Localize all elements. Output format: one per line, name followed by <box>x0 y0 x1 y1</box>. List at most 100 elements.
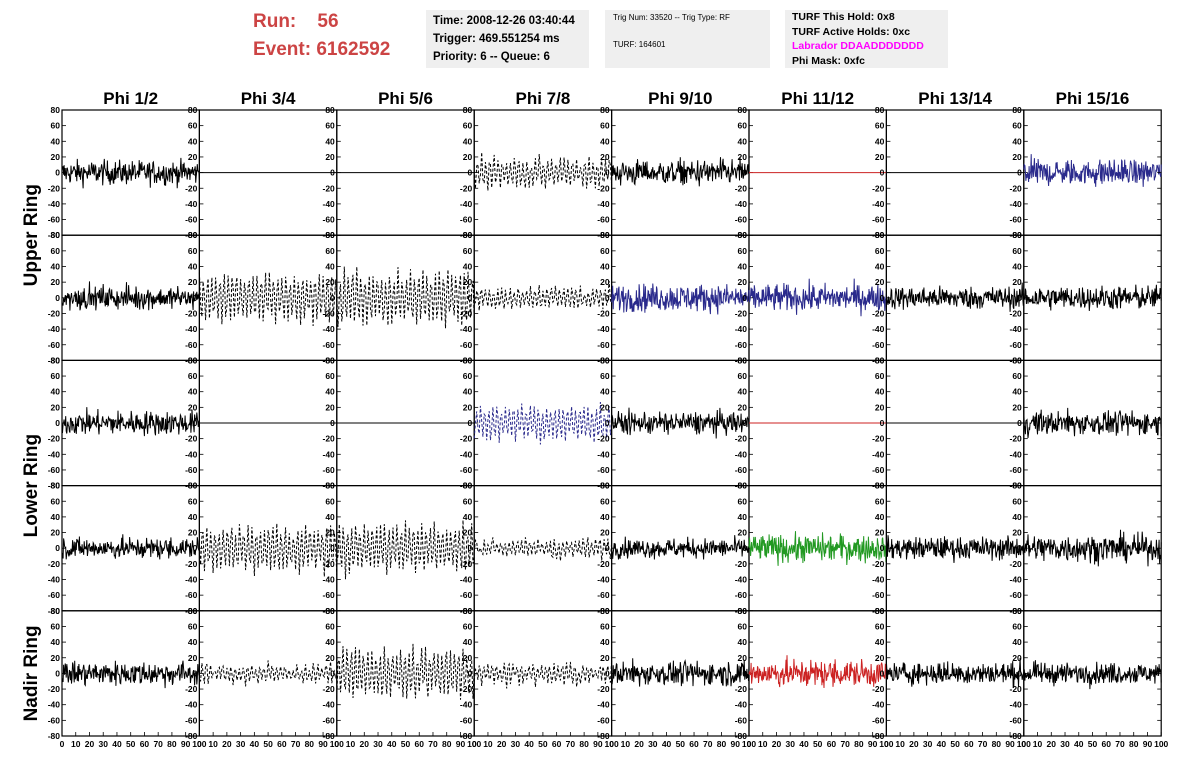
y-tick-label: -60 <box>1010 340 1023 350</box>
y-tick-label: -40 <box>1010 575 1023 585</box>
y-tick-label: 60 <box>325 496 335 506</box>
y-tick-label: 0 <box>880 168 885 178</box>
y-tick-label: 0 <box>605 418 610 428</box>
waveform-trace <box>473 661 613 689</box>
waveform-trace <box>748 278 887 317</box>
run-line: Run: 56 <box>253 8 390 36</box>
y-tick-label: 20 <box>463 653 473 663</box>
y-tick-label: 40 <box>875 136 885 146</box>
y-tick-label: -60 <box>735 215 748 225</box>
y-tick-label: 80 <box>875 481 885 491</box>
y-tick-label: -60 <box>460 715 473 725</box>
y-tick-label: 20 <box>1012 528 1022 538</box>
y-tick-label: 40 <box>463 262 473 272</box>
y-tick-label: 80 <box>188 606 198 616</box>
x-tick-label: 30 <box>373 739 383 749</box>
x-tick-label: 30 <box>648 739 658 749</box>
y-tick-label: 60 <box>51 246 61 256</box>
y-tick-label: 0 <box>605 668 610 678</box>
x-tick-label: 30 <box>98 739 108 749</box>
waveform-trace <box>1023 660 1162 690</box>
y-tick-label: -60 <box>872 715 885 725</box>
waveform-trace <box>198 660 338 687</box>
y-tick-label: -60 <box>735 590 748 600</box>
x-tick-label: 0 <box>747 739 752 749</box>
y-tick-label: 80 <box>600 606 610 616</box>
y-tick-label: 60 <box>1012 621 1022 631</box>
y-tick-label: -40 <box>597 324 610 334</box>
y-tick-label: 80 <box>463 105 473 115</box>
y-tick-label: -60 <box>597 340 610 350</box>
y-tick-label: 40 <box>463 387 473 397</box>
y-tick-label: -60 <box>460 590 473 600</box>
waveform-trace <box>1023 529 1162 567</box>
y-tick-label: 60 <box>1012 121 1022 131</box>
y-tick-label: -60 <box>735 715 748 725</box>
x-tick-label: 10 <box>346 739 356 749</box>
y-tick-label: -40 <box>185 324 198 334</box>
waveform-trace <box>473 152 613 191</box>
y-tick-label: -60 <box>48 215 61 225</box>
waveform-trace <box>336 520 475 580</box>
run-label: Run: <box>253 11 297 32</box>
y-tick-label: -20 <box>1010 183 1023 193</box>
column-title: Phi 3/4 <box>241 89 296 108</box>
x-tick-label: 0 <box>1021 739 1026 749</box>
y-tick-label: 0 <box>1017 293 1022 303</box>
y-tick-label: 60 <box>1012 371 1022 381</box>
y-tick-label: -20 <box>872 559 885 569</box>
y-tick-label: -20 <box>1010 434 1023 444</box>
waveform-trace <box>885 282 1025 312</box>
y-tick-label: 20 <box>1012 277 1022 287</box>
x-tick-label: 100 <box>330 739 344 749</box>
x-tick-label: 70 <box>153 739 163 749</box>
y-tick-label: -20 <box>597 308 610 318</box>
x-tick-label: 70 <box>978 739 988 749</box>
turf-info-box: TURF This Hold: 0x8 TURF Active Holds: 0… <box>785 10 948 68</box>
y-tick-label: -80 <box>872 731 885 741</box>
y-tick-label: -40 <box>48 449 61 459</box>
y-tick-label: 60 <box>463 621 473 631</box>
y-tick-label: -20 <box>48 183 61 193</box>
y-tick-label: 0 <box>880 293 885 303</box>
column-title: Phi 1/2 <box>103 89 158 108</box>
turf-this-hold-text: TURF This Hold: 0x8 <box>792 11 895 23</box>
y-tick-label: -20 <box>735 684 748 694</box>
x-tick-label: 50 <box>950 739 960 749</box>
x-tick-label: 70 <box>703 739 713 749</box>
x-tick-label: 50 <box>1088 739 1098 749</box>
y-tick-label: 80 <box>600 230 610 240</box>
x-tick-label: 50 <box>126 739 136 749</box>
y-tick-label: -60 <box>872 465 885 475</box>
waveform-trace <box>61 281 200 311</box>
y-tick-label: -40 <box>48 700 61 710</box>
y-tick-label: -60 <box>323 340 336 350</box>
y-tick-label: 20 <box>463 277 473 287</box>
column-title: Phi 5/6 <box>378 89 433 108</box>
y-tick-label: -60 <box>323 215 336 225</box>
event-line: Event: 6162592 <box>253 36 390 64</box>
y-tick-label: -40 <box>1010 199 1023 209</box>
y-tick-label: -20 <box>872 183 885 193</box>
y-tick-label: 80 <box>875 105 885 115</box>
y-tick-label: -20 <box>185 559 198 569</box>
x-tick-label: 30 <box>1060 739 1070 749</box>
y-tick-label: 40 <box>325 136 335 146</box>
y-tick-label: -20 <box>597 434 610 444</box>
y-tick-label: 60 <box>51 121 61 131</box>
column-title: Phi 9/10 <box>648 89 712 108</box>
y-tick-label: 40 <box>51 512 61 522</box>
y-tick-label: 40 <box>738 512 748 522</box>
y-tick-label: 60 <box>325 246 335 256</box>
x-tick-label: 60 <box>277 739 287 749</box>
y-tick-label: 40 <box>875 512 885 522</box>
y-tick-label: 20 <box>600 402 610 412</box>
waveform-trace <box>611 156 749 187</box>
y-tick-label: -40 <box>185 199 198 209</box>
y-tick-label: 80 <box>875 355 885 365</box>
y-tick-label: 0 <box>880 418 885 428</box>
y-tick-label: -80 <box>48 481 61 491</box>
y-tick-label: 60 <box>463 121 473 131</box>
x-tick-label: 10 <box>1033 739 1043 749</box>
